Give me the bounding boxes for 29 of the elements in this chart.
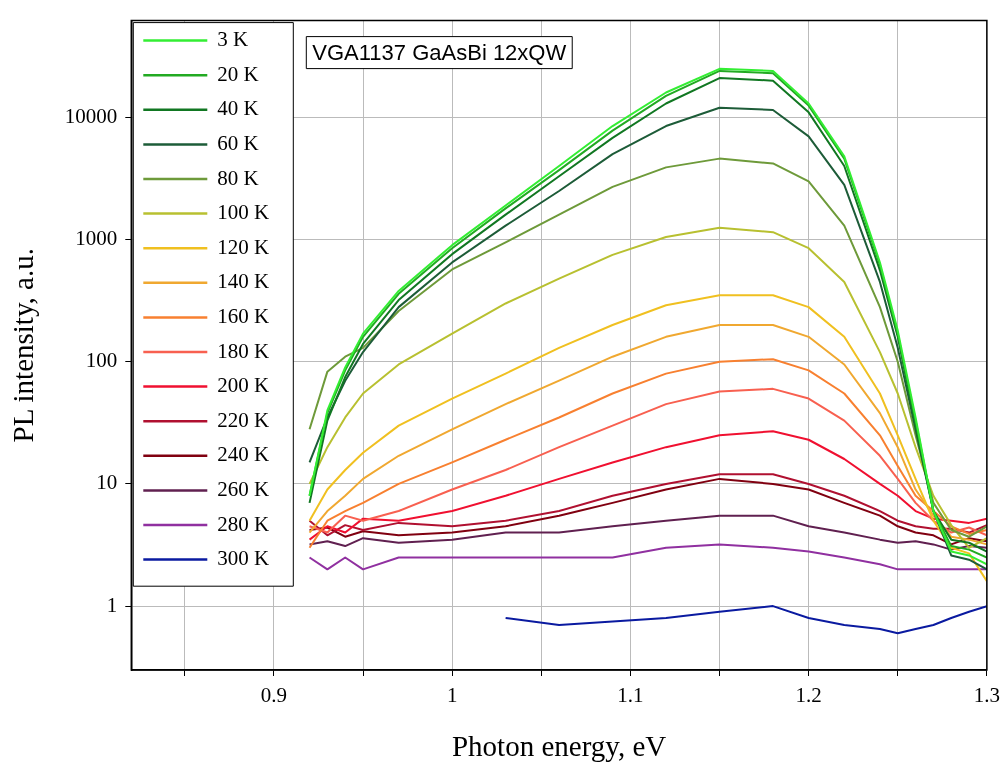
legend-label: 60 K	[217, 130, 259, 155]
legend-label: 200 K	[217, 373, 270, 398]
y-axis-title: PL intensity, a.u.	[7, 248, 40, 443]
legend-label: 20 K	[217, 61, 259, 86]
legend-label: 140 K	[217, 269, 270, 294]
legend-label: 3 K	[217, 27, 249, 52]
x-tick-label: 1.3	[973, 683, 1000, 708]
x-axis-title: Photon energy, eV	[451, 730, 667, 763]
y-tick-label: 1000	[75, 226, 118, 251]
legend-label: 220 K	[217, 407, 270, 432]
legend-label: 100 K	[217, 200, 270, 225]
x-tick-label: 1	[446, 683, 458, 708]
legend-label: 260 K	[217, 476, 270, 501]
legend-label: 40 K	[217, 96, 259, 121]
x-tick-label: 0.9	[260, 683, 288, 708]
x-tick-label: 1.1	[617, 683, 644, 708]
legend-label: 80 K	[217, 165, 259, 190]
y-tick-label: 1	[106, 592, 118, 617]
legend-label: 160 K	[217, 303, 270, 328]
y-tick-label: 10	[96, 470, 118, 495]
y-tick-label: 10000	[64, 103, 118, 128]
annotation: VGA1137 GaAsBi 12xQW	[312, 39, 567, 65]
legend-label: 240 K	[217, 442, 270, 467]
legend-label: 180 K	[217, 338, 270, 363]
legend-label: 280 K	[217, 511, 270, 536]
y-tick-label: 100	[85, 348, 118, 373]
legend-label: 120 K	[217, 234, 270, 259]
legend-label: 300 K	[217, 546, 270, 571]
x-tick-label: 1.2	[795, 683, 822, 708]
